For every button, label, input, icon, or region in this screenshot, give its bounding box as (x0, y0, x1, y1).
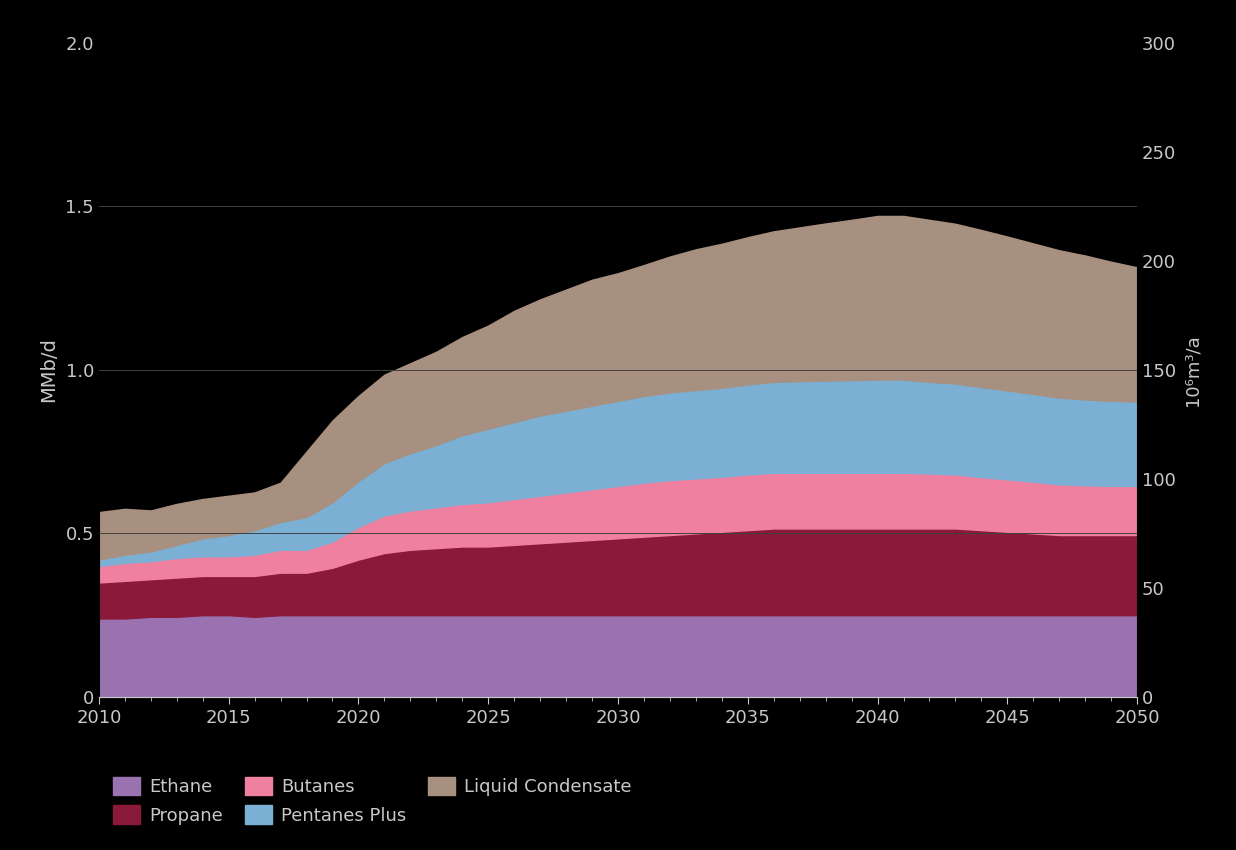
Legend: Ethane, Propane, Butanes, Pentanes Plus, Liquid Condensate: Ethane, Propane, Butanes, Pentanes Plus,… (108, 772, 637, 830)
Y-axis label: MMb/d: MMb/d (40, 337, 58, 402)
Y-axis label: 10⁶m³/a: 10⁶m³/a (1183, 334, 1201, 405)
